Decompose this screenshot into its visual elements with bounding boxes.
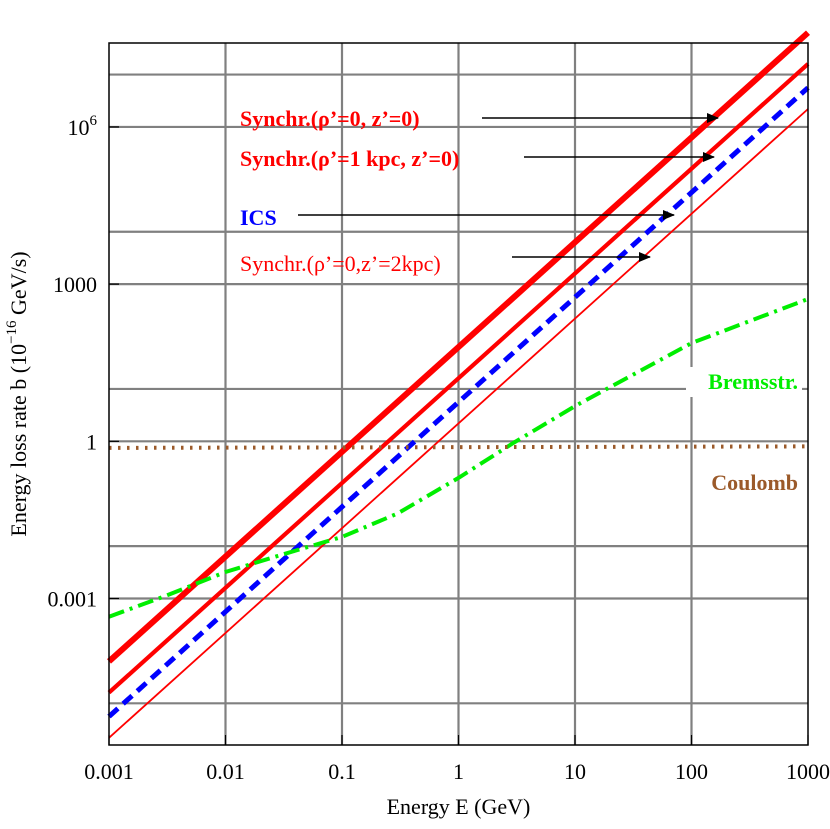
annotations: Synchr.(ρ’=0, z’=0) Synchr.(ρ’=1 kpc, z’=…	[240, 106, 802, 498]
x-tick-label: 0.01	[206, 759, 245, 784]
x-tick-label: 10	[564, 759, 586, 784]
y-axis-label: Energy loss rate b (10−16 GeV/s)	[4, 251, 31, 536]
x-tick-label: 1000	[786, 759, 830, 784]
x-tick-label: 1	[453, 759, 464, 784]
annotation-label: Synchr.(ρ’=0, z’=0)	[240, 106, 420, 131]
annotation-label: Coulomb	[711, 470, 798, 495]
y-tick-label: 1	[86, 429, 97, 454]
y-tick-label: 1000	[53, 272, 97, 297]
annotation-label: ICS	[240, 205, 277, 230]
y-tick-label: 106	[68, 113, 98, 140]
annotation-label: Synchr.(ρ’=1 kpc, z’=0)	[240, 146, 459, 171]
y-tick-label: 0.001	[48, 587, 98, 612]
x-tick-label: 0.001	[84, 759, 134, 784]
x-tick-label: 0.1	[328, 759, 356, 784]
x-tick-label: 100	[675, 759, 708, 784]
annotation-label: Bremsstr.	[708, 369, 798, 394]
x-axis-label: Energy E (GeV)	[387, 794, 531, 819]
annotation-label: Synchr.(ρ’=0,z’=2kpc)	[240, 251, 441, 276]
